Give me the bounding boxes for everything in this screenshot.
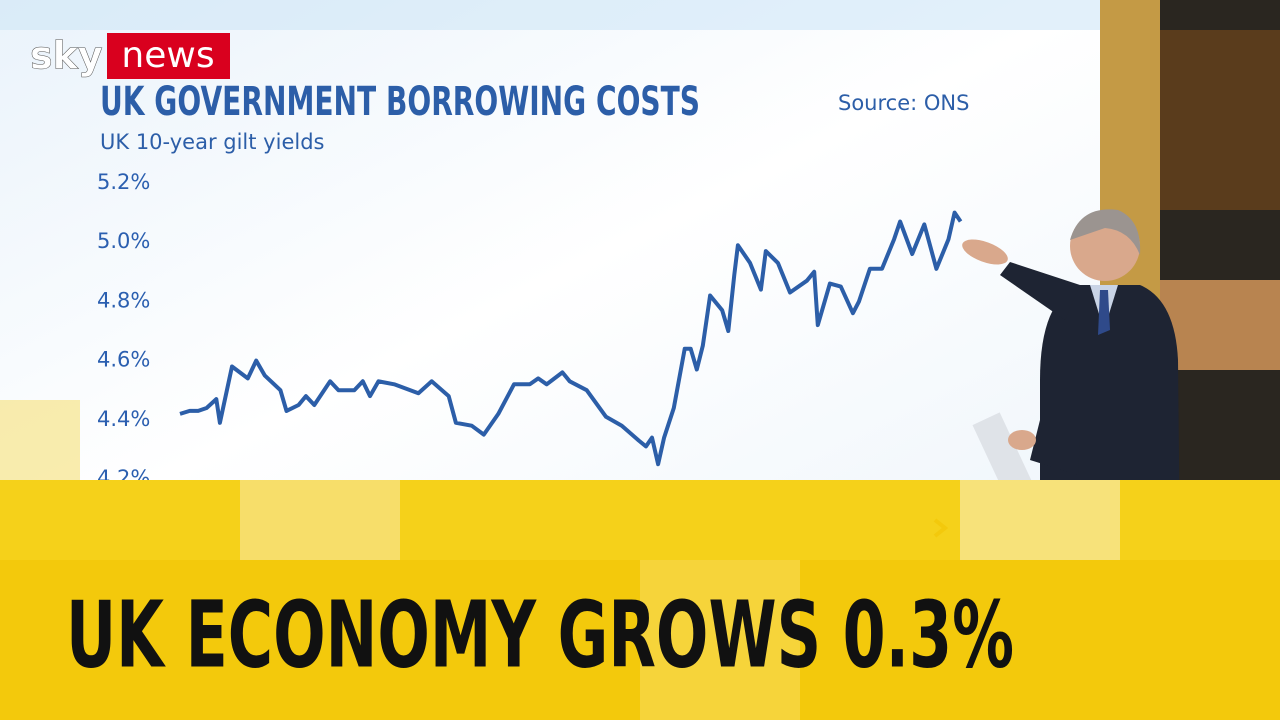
y-tick-label: 5.2% bbox=[97, 170, 150, 194]
logo-brand: sky bbox=[30, 34, 103, 78]
logo-box bbox=[107, 33, 230, 79]
chart-source: Source: ONS bbox=[838, 91, 969, 115]
chart-title: UK GOVERNMENT BORROWING COSTS bbox=[100, 79, 700, 125]
chart-subtitle: UK 10-year gilt yields bbox=[100, 130, 324, 154]
y-tick-label: 5.0% bbox=[97, 229, 150, 253]
studio-panel bbox=[1160, 30, 1280, 210]
screen-band bbox=[0, 0, 1100, 30]
y-tick-label: 4.8% bbox=[97, 288, 150, 312]
lower-third bbox=[0, 400, 1280, 720]
line bbox=[179, 210, 963, 467]
studio-window bbox=[1160, 280, 1280, 370]
chart-screen bbox=[0, 0, 1100, 560]
logo-channel: news bbox=[121, 35, 214, 76]
y-tick-label: 4.6% bbox=[97, 348, 150, 372]
headline: UK ECONOMY GROWS 0.3% bbox=[66, 581, 1014, 688]
y-tick-label: 4.4% bbox=[97, 407, 150, 431]
